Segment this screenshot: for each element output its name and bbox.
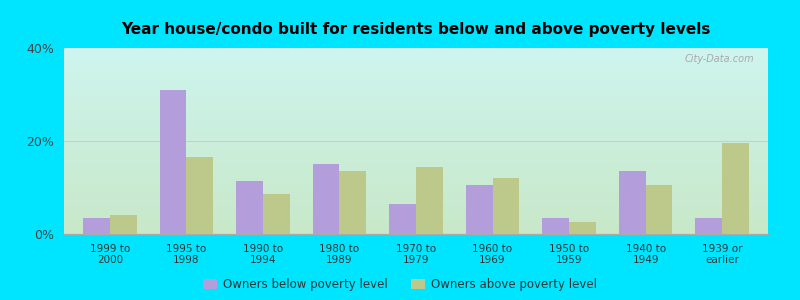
- Bar: [416, 167, 442, 234]
- Bar: [466, 185, 493, 234]
- Bar: [339, 171, 366, 234]
- Bar: [160, 90, 186, 234]
- Bar: [236, 181, 263, 234]
- Bar: [493, 178, 519, 234]
- Bar: [83, 218, 110, 234]
- Bar: [569, 222, 596, 234]
- Bar: [110, 215, 137, 234]
- Bar: [618, 171, 646, 234]
- Bar: [313, 164, 339, 234]
- Bar: [263, 194, 290, 234]
- Bar: [695, 218, 722, 234]
- Legend: Owners below poverty level, Owners above poverty level: Owners below poverty level, Owners above…: [202, 278, 598, 291]
- Bar: [186, 157, 214, 234]
- Text: City-Data.com: City-Data.com: [684, 54, 754, 64]
- Bar: [722, 143, 749, 234]
- Bar: [646, 185, 672, 234]
- Bar: [542, 218, 569, 234]
- Bar: [390, 204, 416, 234]
- Title: Year house/condo built for residents below and above poverty levels: Year house/condo built for residents bel…: [122, 22, 710, 37]
